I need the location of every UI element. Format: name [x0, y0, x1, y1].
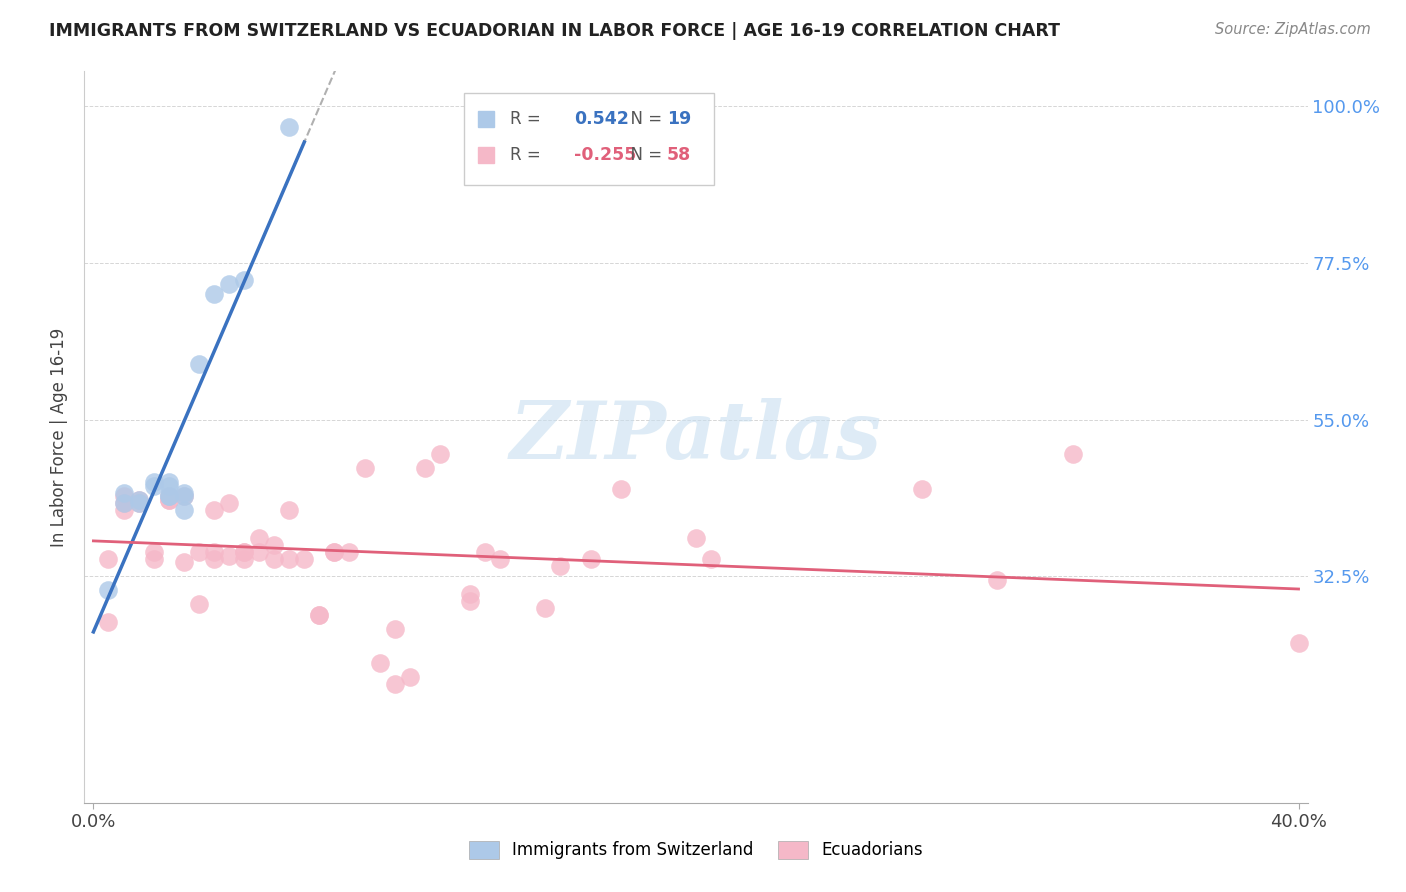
Point: [157, 492, 180, 507]
Point: [353, 461, 375, 475]
Point: [128, 492, 150, 507]
Point: [112, 485, 135, 500]
Point: [278, 120, 301, 134]
Point: [458, 594, 481, 608]
Point: [157, 479, 180, 493]
Point: [384, 622, 406, 636]
Point: [202, 552, 225, 566]
Point: [308, 607, 330, 622]
Point: [685, 531, 707, 545]
Point: [173, 489, 195, 503]
FancyBboxPatch shape: [464, 94, 714, 185]
Point: [173, 503, 195, 517]
Point: [173, 489, 195, 503]
Point: [413, 461, 436, 475]
Point: [986, 573, 1008, 587]
Point: [609, 483, 631, 497]
Point: [157, 489, 180, 503]
Text: R =: R =: [510, 146, 546, 164]
Point: [489, 552, 512, 566]
Point: [97, 583, 120, 598]
Point: [700, 552, 723, 566]
Point: [187, 357, 209, 371]
Point: [263, 552, 285, 566]
Point: [218, 277, 240, 291]
Text: -0.255: -0.255: [574, 146, 636, 164]
Point: [142, 545, 165, 559]
Point: [202, 545, 225, 559]
Point: [97, 615, 120, 629]
Point: [429, 448, 451, 462]
Point: [550, 558, 572, 573]
Point: [187, 597, 209, 611]
Point: [128, 496, 150, 510]
Point: [202, 287, 225, 301]
Point: [233, 273, 256, 287]
Point: [398, 670, 420, 684]
Point: [112, 496, 135, 510]
Point: [278, 503, 301, 517]
Text: ZIPatlas: ZIPatlas: [510, 399, 882, 475]
Point: [142, 552, 165, 566]
Point: [323, 545, 346, 559]
Point: [112, 489, 135, 503]
Point: [157, 489, 180, 503]
Point: [458, 587, 481, 601]
Point: [233, 552, 256, 566]
Point: [128, 496, 150, 510]
Point: [157, 475, 180, 490]
Text: 0.542: 0.542: [574, 110, 628, 128]
Point: [157, 492, 180, 507]
Point: [218, 549, 240, 563]
Point: [173, 556, 195, 570]
Y-axis label: In Labor Force | Age 16-19: In Labor Force | Age 16-19: [51, 327, 69, 547]
Point: [1062, 448, 1084, 462]
Text: N =: N =: [620, 146, 668, 164]
Text: R =: R =: [510, 110, 551, 128]
Point: [157, 489, 180, 503]
Point: [218, 496, 240, 510]
Point: [247, 545, 270, 559]
Point: [142, 475, 165, 490]
Point: [384, 677, 406, 691]
Point: [233, 545, 256, 559]
Point: [202, 503, 225, 517]
Text: 19: 19: [666, 110, 690, 128]
Point: [112, 503, 135, 517]
Legend: Immigrants from Switzerland, Ecuadorians: Immigrants from Switzerland, Ecuadorians: [460, 832, 932, 868]
Point: [368, 657, 391, 671]
Point: [97, 552, 120, 566]
Point: [911, 483, 934, 497]
Point: [339, 545, 361, 559]
Point: [323, 545, 346, 559]
Point: [1288, 635, 1310, 649]
Point: [474, 545, 496, 559]
Point: [308, 607, 330, 622]
Text: Source: ZipAtlas.com: Source: ZipAtlas.com: [1215, 22, 1371, 37]
Text: N =: N =: [620, 110, 668, 128]
Point: [142, 479, 165, 493]
Point: [233, 545, 256, 559]
Point: [534, 600, 557, 615]
Point: [128, 492, 150, 507]
Point: [278, 552, 301, 566]
Point: [187, 545, 209, 559]
Point: [112, 496, 135, 510]
Point: [247, 531, 270, 545]
Point: [579, 552, 602, 566]
Text: 58: 58: [666, 146, 690, 164]
Point: [263, 538, 285, 552]
Text: IMMIGRANTS FROM SWITZERLAND VS ECUADORIAN IN LABOR FORCE | AGE 16-19 CORRELATION: IMMIGRANTS FROM SWITZERLAND VS ECUADORIA…: [49, 22, 1060, 40]
Point: [173, 485, 195, 500]
Point: [292, 552, 315, 566]
